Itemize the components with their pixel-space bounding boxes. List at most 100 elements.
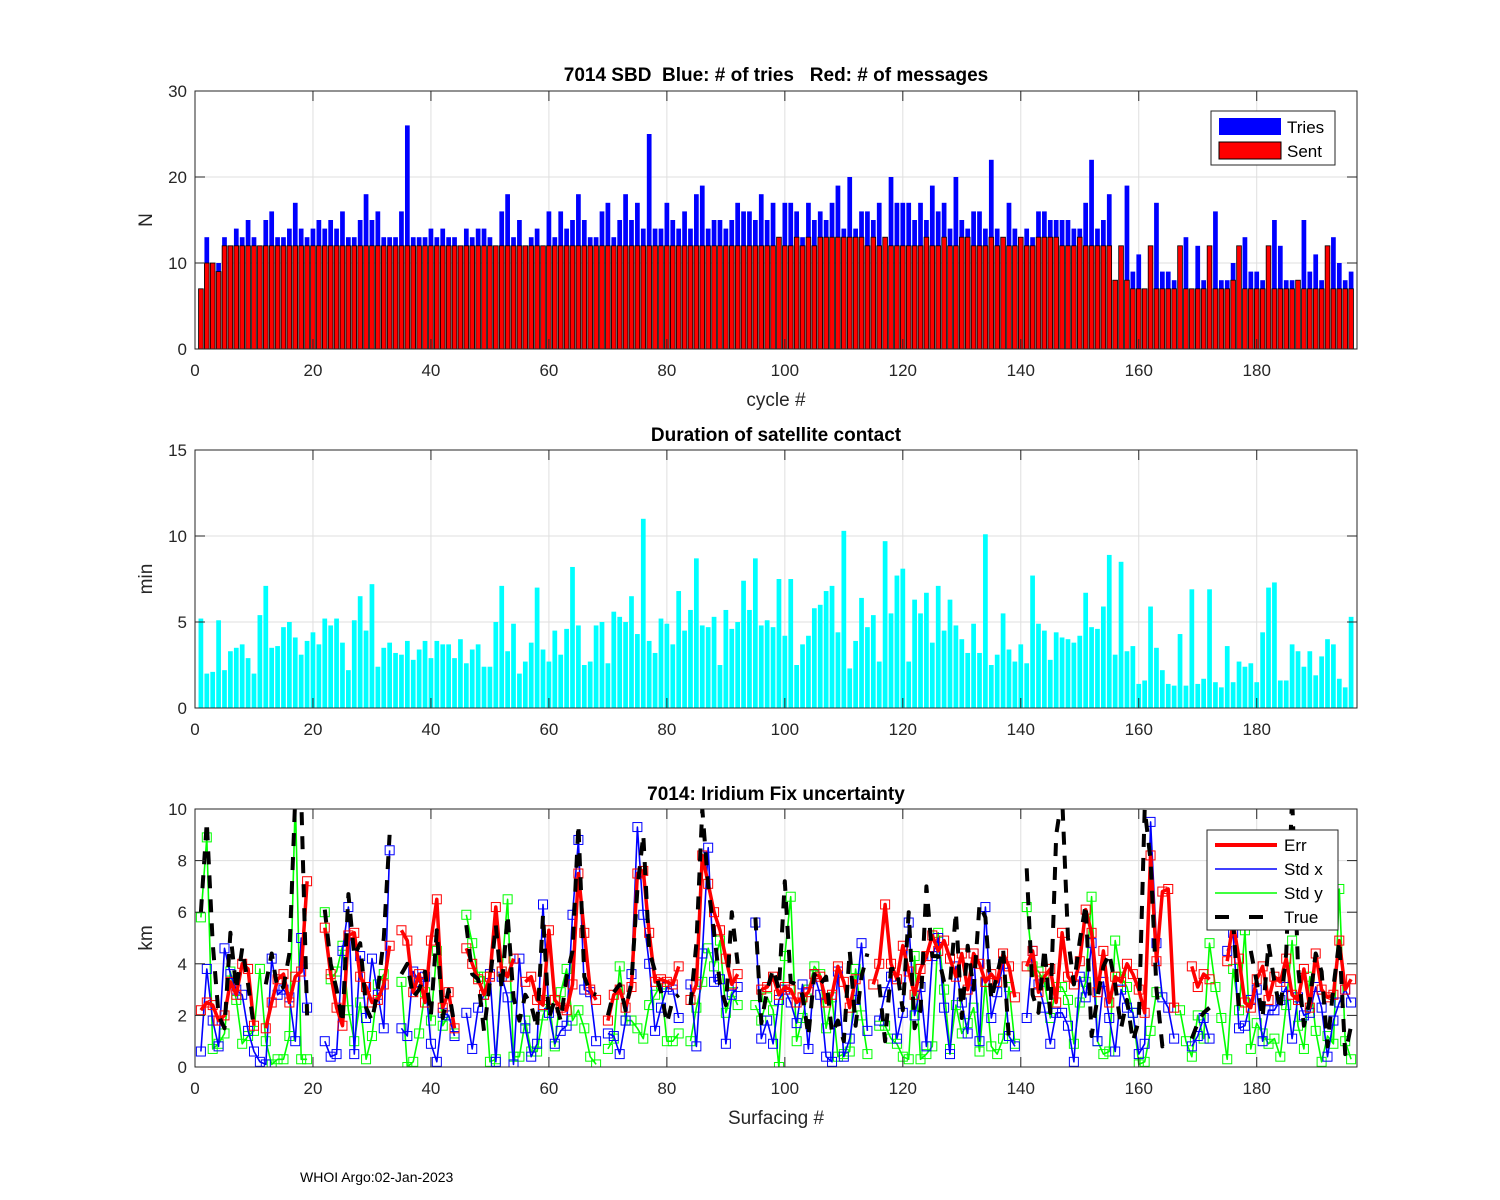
bar-duration <box>1142 680 1148 708</box>
bar-duration <box>705 627 711 708</box>
bar-sent <box>652 245 658 349</box>
x-axis-label: cycle # <box>746 390 806 411</box>
bar-duration <box>222 670 227 708</box>
bar-duration <box>1195 683 1201 708</box>
bar-sent <box>1200 288 1207 349</box>
bar-sent <box>929 245 936 349</box>
marker-std-y <box>1121 982 1132 993</box>
marker-std-y <box>1316 1056 1327 1067</box>
bar-sent <box>563 245 570 349</box>
bar-duration <box>935 585 941 708</box>
marker-std-y <box>361 1054 372 1065</box>
bar-duration <box>900 568 906 708</box>
bar-duration <box>694 558 699 708</box>
legend-swatch-tries <box>1219 118 1281 135</box>
marker-std-y <box>832 1051 843 1062</box>
bar-duration <box>1307 651 1313 708</box>
bar-sent <box>445 245 452 349</box>
bar-duration <box>870 615 876 708</box>
marker-std-y <box>1139 1056 1150 1067</box>
marker-std-x <box>1080 992 1091 1003</box>
bar-duration <box>446 644 451 708</box>
marker-std-x <box>243 1025 254 1036</box>
marker-err <box>779 982 790 993</box>
bar-duration <box>729 628 735 708</box>
y-tick-label: 30 <box>168 82 187 101</box>
marker-err <box>1263 994 1274 1005</box>
bar-duration <box>440 644 446 708</box>
bar-sent <box>322 245 328 349</box>
marker-err <box>1116 976 1127 987</box>
bar-duration <box>676 591 682 708</box>
bar-duration <box>216 620 221 708</box>
bar-sent <box>416 245 422 349</box>
bar-sent <box>1330 288 1337 349</box>
marker-std-y <box>1074 997 1085 1008</box>
marker-err <box>992 976 1003 987</box>
x-tick-label: 20 <box>304 361 323 380</box>
bar-duration <box>1230 682 1236 708</box>
marker-std-y <box>1204 938 1215 949</box>
x-tick-label: 100 <box>771 720 799 739</box>
marker-err <box>1163 883 1174 894</box>
marker-err <box>838 976 849 987</box>
bar-sent <box>1153 288 1160 349</box>
marker-std-x <box>791 1018 802 1029</box>
bar-duration <box>204 673 210 708</box>
bar-duration <box>1118 561 1124 708</box>
bar-duration <box>1272 582 1277 708</box>
marker-std-y <box>579 1023 590 1034</box>
bar-sent <box>776 236 782 349</box>
x-tick-label: 0 <box>190 1079 199 1098</box>
marker-std-x <box>1169 1033 1180 1044</box>
bar-sent <box>1000 236 1006 349</box>
marker-std-x <box>402 1031 413 1042</box>
bar-duration <box>1006 649 1012 708</box>
marker-std-y <box>1068 1038 1079 1049</box>
marker-std-y <box>585 1051 596 1062</box>
bar-sent <box>239 245 245 349</box>
bar-duration <box>888 613 894 708</box>
x-tick-label: 120 <box>889 720 917 739</box>
marker-err <box>396 925 407 936</box>
marker-err <box>431 894 442 905</box>
y-tick-label: 10 <box>168 527 187 546</box>
marker-err <box>655 974 666 985</box>
bar-duration <box>1201 678 1206 708</box>
bar-sent <box>333 245 340 349</box>
bar-duration <box>534 587 540 708</box>
bar-sent <box>1194 288 1201 349</box>
marker-std-y <box>484 1056 495 1067</box>
marker-std-x <box>1057 1007 1068 1018</box>
bar-duration <box>617 616 623 708</box>
marker-std-y <box>626 1015 637 1026</box>
bar-sent <box>1312 288 1319 349</box>
bar-sent <box>841 236 847 349</box>
marker-std-x <box>1139 1038 1150 1049</box>
y-axis-label: N <box>136 213 157 227</box>
bar-sent <box>1124 279 1130 349</box>
bar-sent <box>705 245 711 349</box>
marker-std-x <box>1092 1036 1103 1047</box>
bar-duration <box>829 585 835 708</box>
data-layer <box>195 809 1357 1067</box>
marker-std-x <box>378 1023 389 1034</box>
bar-duration <box>611 611 617 708</box>
bar-sent <box>1295 279 1301 349</box>
bar-duration <box>1266 587 1271 708</box>
bar-sent <box>947 245 953 349</box>
bar-duration <box>1136 683 1142 708</box>
x-tick-label: 160 <box>1125 1079 1153 1098</box>
bar-duration <box>310 632 316 708</box>
bar-sent <box>369 245 375 349</box>
bar-sent <box>209 262 216 349</box>
bar-duration <box>1083 592 1089 708</box>
bar-sent <box>233 245 240 349</box>
bar-duration <box>1112 654 1118 708</box>
bar-sent <box>1130 288 1136 349</box>
bar-sent <box>221 245 228 349</box>
chart-title: 7014: Iridium Fix uncertainty <box>647 784 905 805</box>
marker-err <box>791 997 802 1008</box>
marker-std-y <box>1210 982 1221 993</box>
bar-duration <box>806 635 811 708</box>
